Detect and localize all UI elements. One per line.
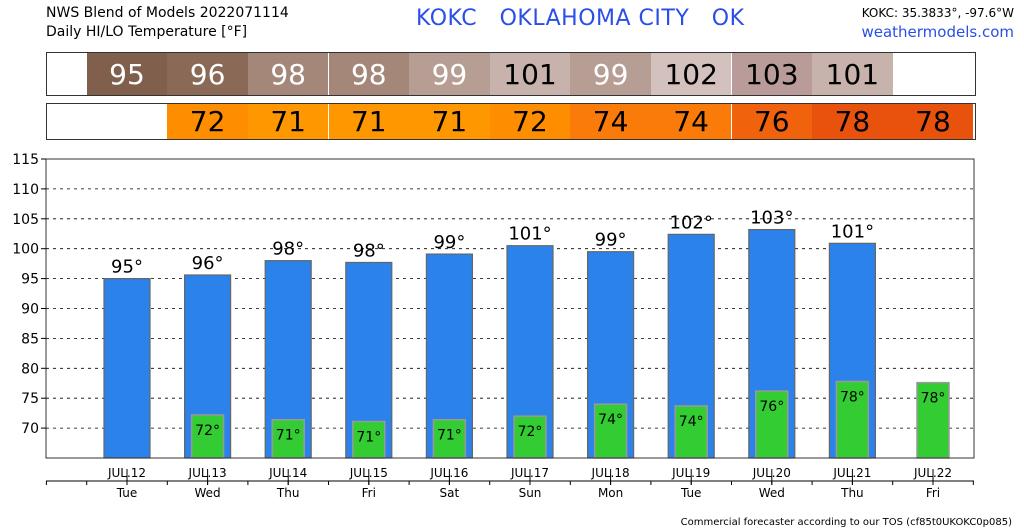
date-label: JUL.18 — [591, 466, 630, 480]
high-value-label: 103° — [750, 208, 793, 229]
low-bar — [352, 420, 386, 459]
y-tick-label: 75 — [21, 391, 39, 407]
hi-cell: 99 — [409, 53, 490, 95]
weekday-label: Tue — [680, 486, 702, 500]
date-label: JUL.20 — [752, 466, 791, 480]
high-value-label: 98° — [353, 240, 385, 261]
low-value-label: 74° — [598, 412, 623, 428]
y-tick-label: 85 — [21, 331, 39, 347]
low-bar — [190, 414, 225, 459]
lo-cell: 78 — [892, 104, 974, 139]
hi-cell: 98 — [247, 53, 329, 95]
low-bar — [755, 390, 789, 459]
date-label: JUL.19 — [671, 466, 710, 480]
low-bar — [835, 380, 870, 459]
low-value-label: 78° — [840, 389, 865, 405]
hi-cell: 98 — [328, 53, 410, 95]
lo-cell: 74 — [570, 104, 651, 139]
model-run-title: NWS Blend of Models 2022071114 — [46, 5, 289, 21]
high-value-label: 99° — [595, 230, 627, 251]
weekday-label: Mon — [598, 486, 623, 500]
y-tick-label: 100 — [12, 242, 39, 258]
weekday-label: Sun — [519, 486, 542, 500]
hi-cell: 102 — [650, 53, 732, 95]
lo-cell: 71 — [328, 104, 410, 139]
low-value-label: 74° — [679, 414, 704, 430]
weekday-label: Wed — [759, 486, 785, 500]
lo-cell: 76 — [731, 104, 813, 139]
low-value-label: 76° — [759, 399, 784, 415]
date-label: JUL.21 — [832, 466, 871, 480]
weekday-label: Fri — [926, 486, 940, 500]
lo-cell: 72 — [489, 104, 571, 139]
date-label: JUL.16 — [429, 466, 468, 480]
date-label: JUL.14 — [268, 466, 307, 480]
date-label: JUL.15 — [349, 466, 388, 480]
hi-cell: 99 — [570, 53, 651, 95]
high-value-label: 98° — [272, 239, 304, 260]
low-value-label: 71° — [356, 430, 381, 446]
header-right: KOKC: 35.3833°, -97.6°W weathermodels.co… — [861, 4, 1014, 42]
y-tick-label: 105 — [12, 212, 39, 228]
hi-cell: 96 — [167, 53, 248, 95]
weekday-label: Fri — [362, 486, 376, 500]
y-tick-label: 115 — [12, 152, 39, 168]
date-label: JUL.13 — [188, 466, 227, 480]
y-tick-label: 110 — [12, 182, 39, 198]
hi-cell: 101 — [812, 53, 893, 95]
lo-cell: 78 — [812, 104, 893, 139]
lo-cell: 71 — [247, 104, 329, 139]
y-tick-label: 90 — [21, 302, 39, 318]
weekday-label: Wed — [195, 486, 221, 500]
high-value-label: 101° — [831, 221, 874, 242]
low-value-label: 71° — [276, 428, 301, 444]
high-value-label: 96° — [192, 253, 224, 274]
date-label: JUL.12 — [107, 466, 146, 480]
weekday-label: Sat — [440, 486, 460, 500]
weekday-label: Tue — [116, 486, 138, 500]
y-tick-label: 80 — [21, 361, 39, 377]
low-value-label: 72° — [195, 423, 220, 439]
y-tick-label: 95 — [21, 272, 39, 288]
low-bar — [513, 415, 547, 459]
station-title: KOKC OKLAHOMA CITY OK — [416, 6, 745, 31]
low-value-label: 72° — [518, 424, 543, 440]
low-bar — [271, 418, 305, 459]
station-coords: KOKC: 35.3833°, -97.6°W — [861, 6, 1014, 20]
date-label: JUL.22 — [913, 466, 952, 480]
high-value-label: 95° — [111, 257, 143, 278]
lo-cell: 72 — [167, 104, 248, 139]
y-tick-label: 70 — [21, 421, 39, 437]
high-value-label: 102° — [670, 212, 713, 233]
low-value-label: 78° — [921, 391, 946, 407]
lo-cell: 71 — [409, 104, 490, 139]
header-left: NWS Blend of Models 2022071114 Daily HI/… — [46, 4, 289, 42]
lo-cell: 74 — [650, 104, 732, 139]
weekday-label: Thu — [276, 486, 300, 500]
weekday-label: Thu — [840, 486, 864, 500]
hi-cell: 95 — [86, 53, 168, 95]
low-bar — [593, 403, 628, 459]
date-label: JUL.17 — [510, 466, 549, 480]
footer-note: Commercial forecaster according to our T… — [680, 517, 1012, 528]
high-value-label: 101° — [508, 224, 551, 245]
hi-cell: 101 — [489, 53, 571, 95]
low-value-label: 71° — [437, 428, 462, 444]
high-bar — [103, 278, 151, 459]
low-temperature-strip: 72 71 71 71 72 74 74 76 78 78 — [46, 103, 976, 140]
variable-title: Daily HI/LO Temperature [°F] — [46, 24, 248, 40]
hi-cell: 103 — [731, 53, 813, 95]
high-value-label: 99° — [433, 232, 465, 253]
high-temperature-strip: 95 96 98 98 99 101 99 102 103 101 — [46, 52, 976, 96]
site-link[interactable]: weathermodels.com — [861, 23, 1014, 41]
